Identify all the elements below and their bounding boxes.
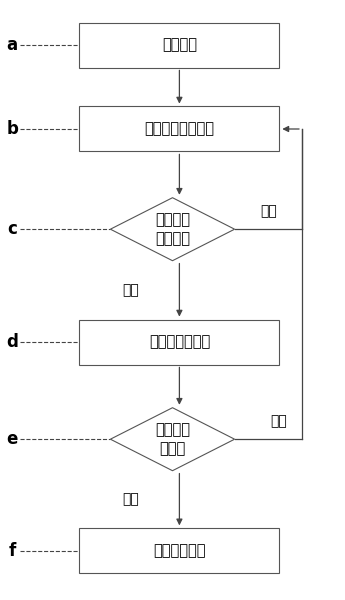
Text: c: c	[7, 220, 17, 238]
Polygon shape	[110, 408, 235, 470]
Text: 跳频序列初步捕获: 跳频序列初步捕获	[145, 121, 214, 136]
Text: b: b	[6, 120, 18, 138]
Text: 转入同步过程: 转入同步过程	[153, 544, 206, 558]
Text: 失败: 失败	[260, 205, 277, 218]
Text: 直扩序列
精捕获: 直扩序列 精捕获	[155, 422, 190, 457]
Text: f: f	[8, 542, 16, 560]
Bar	[79, 529, 279, 574]
Text: e: e	[7, 430, 18, 448]
Polygon shape	[110, 197, 235, 260]
Bar	[79, 107, 279, 151]
Bar	[79, 22, 279, 67]
Text: 成功: 成功	[123, 283, 139, 297]
Text: d: d	[6, 333, 18, 351]
Text: 失败: 失败	[270, 415, 287, 428]
Bar	[79, 319, 279, 364]
Text: a: a	[7, 36, 18, 54]
Text: 直扩序列
初步捕获: 直扩序列 初步捕获	[155, 212, 190, 247]
Text: 接收信号: 接收信号	[162, 37, 197, 52]
Text: 成功: 成功	[123, 493, 139, 506]
Text: 跳频序列精捕获: 跳频序列精捕获	[149, 335, 210, 349]
